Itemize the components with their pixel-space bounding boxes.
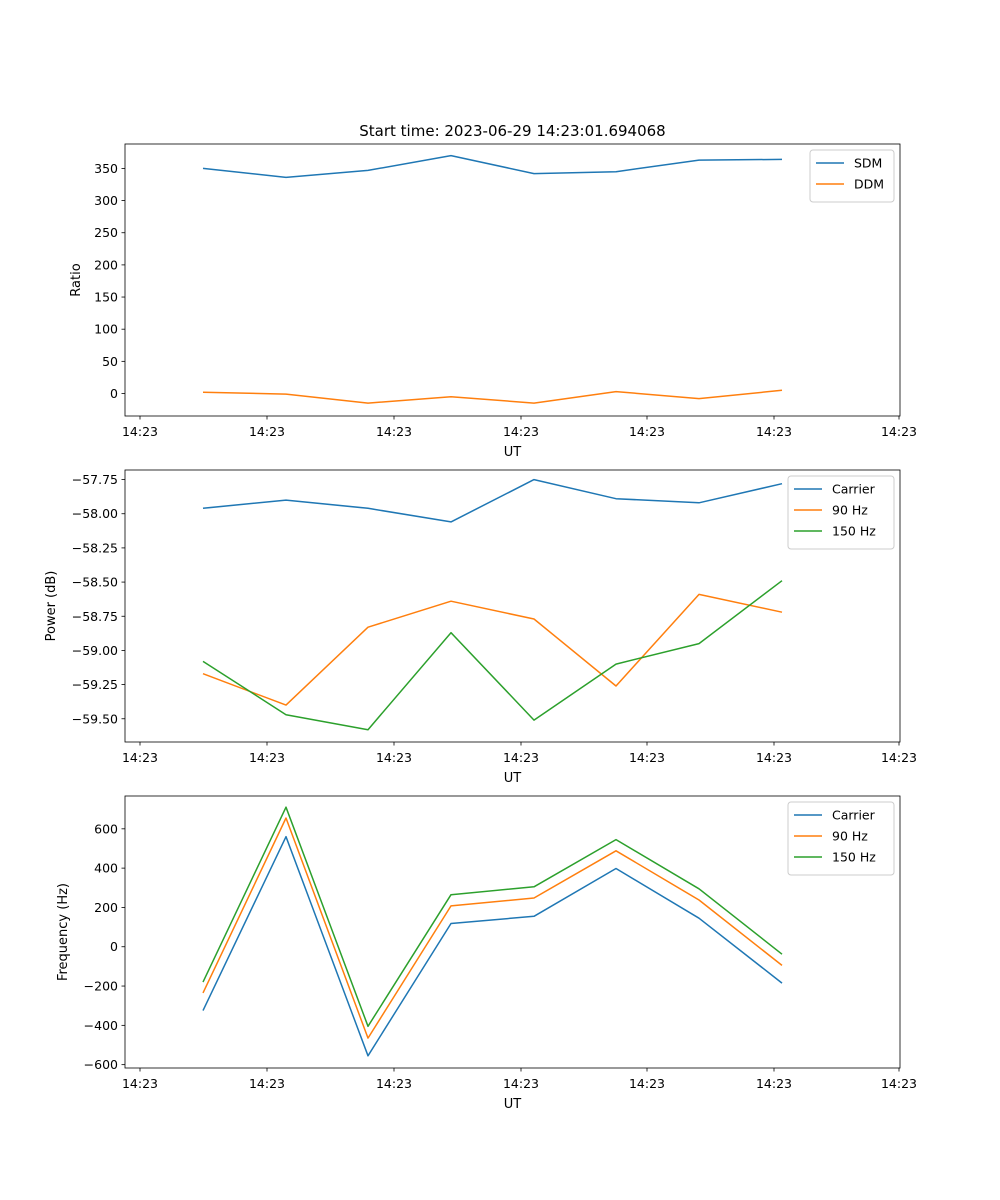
legend-label: Carrier (832, 808, 876, 823)
y-axis-label: Power (dB) (44, 571, 59, 642)
legend-label: SDM (854, 156, 882, 171)
y-tick-label: −58.25 (72, 540, 118, 555)
figure-title: Start time: 2023-06-29 14:23:01.694068 (359, 122, 665, 140)
legend-label: 90 Hz (832, 829, 868, 844)
series-line-150-hz (202, 806, 783, 1028)
y-axis-label: Ratio (69, 263, 84, 296)
series-line-90-hz (202, 593, 783, 706)
y-tick-label: −600 (84, 1057, 118, 1072)
y-tick-label: −58.75 (72, 609, 118, 624)
legend-label: DDM (854, 177, 884, 192)
series-line-ddm (202, 389, 783, 404)
y-tick-label: −59.25 (72, 677, 118, 692)
y-tick-label: 400 (94, 861, 118, 876)
x-tick-label: 14:23 (881, 1076, 917, 1091)
y-tick-label: 0 (110, 939, 118, 954)
x-tick-label: 14:23 (122, 424, 158, 439)
x-tick-label: 14:23 (249, 424, 285, 439)
axes-frame (124, 143, 901, 417)
legend-label: 90 Hz (832, 503, 868, 518)
y-tick-label: 350 (94, 161, 118, 176)
legend: Carrier 90 Hz 150 Hz (787, 475, 895, 550)
x-tick-label: 14:23 (122, 1076, 158, 1091)
series-line-sdm (202, 154, 783, 179)
x-tick-label: 14:23 (629, 424, 665, 439)
x-tick-label: 14:23 (503, 750, 539, 765)
legend-label: 150 Hz (832, 850, 876, 865)
y-tick-label: −58.50 (72, 575, 118, 590)
y-tick-label: 200 (94, 900, 118, 915)
x-tick-label: 14:23 (249, 1076, 285, 1091)
x-axis-label: UT (504, 1097, 522, 1112)
x-tick-label: 14:23 (249, 750, 285, 765)
y-tick-label: 200 (94, 257, 118, 272)
y-tick-label: −57.75 (72, 472, 118, 487)
y-axis-label: Frequency (Hz) (56, 883, 71, 981)
chart-panel-3: −600 −400 −200 0 200 400 600 14:23 14:23 14:23 14:… (56, 795, 917, 1112)
x-tick-label: 14:23 (756, 424, 792, 439)
y-tick-label: 0 (110, 386, 118, 401)
x-tick-label: 14:23 (756, 1076, 792, 1091)
y-tick-label: −59.50 (72, 711, 118, 726)
x-tick-label: 14:23 (376, 1076, 412, 1091)
x-axis-label: UT (504, 445, 522, 460)
axes-frame (124, 795, 901, 1069)
y-tick-label: −200 (84, 979, 118, 994)
y-tick-label: −400 (84, 1018, 118, 1033)
x-tick-label: 14:23 (629, 1076, 665, 1091)
series-line-carrier (202, 478, 783, 523)
x-tick-label: 14:23 (503, 424, 539, 439)
x-tick-label: 14:23 (881, 750, 917, 765)
x-tick-label: 14:23 (122, 750, 158, 765)
series-line-90-hz (202, 817, 783, 1039)
y-tick-label: −58.00 (72, 506, 118, 521)
x-tick-label: 14:23 (503, 1076, 539, 1091)
chart-panel-2: −59.50 −59.25 −59.00 −58.75 −58.50 −58.25 −58.… (44, 469, 917, 786)
y-tick-label: 50 (102, 354, 118, 369)
y-tick-label: 600 (94, 821, 118, 836)
y-tick-label: 100 (94, 322, 118, 337)
x-tick-label: 14:23 (629, 750, 665, 765)
series-line-carrier (202, 835, 783, 1057)
x-tick-label: 14:23 (756, 750, 792, 765)
legend: SDM DDM (809, 149, 895, 203)
x-tick-label: 14:23 (376, 750, 412, 765)
legend-label: Carrier (832, 482, 876, 497)
chart-panel-1: 0 50 100 150 200 250 300 350 14:23 14:23 14:23 14:2… (69, 143, 917, 460)
series-line-150-hz (202, 580, 783, 731)
y-tick-label: 150 (94, 290, 118, 305)
legend-label: 150 Hz (832, 524, 876, 539)
x-tick-label: 14:23 (881, 424, 917, 439)
legend: Carrier 90 Hz 150 Hz (787, 801, 895, 876)
x-tick-label: 14:23 (376, 424, 412, 439)
y-tick-label: 300 (94, 193, 118, 208)
y-tick-label: −59.00 (72, 643, 118, 658)
x-axis-label: UT (504, 771, 522, 786)
y-tick-label: 250 (94, 225, 118, 240)
axes-frame (124, 469, 901, 743)
